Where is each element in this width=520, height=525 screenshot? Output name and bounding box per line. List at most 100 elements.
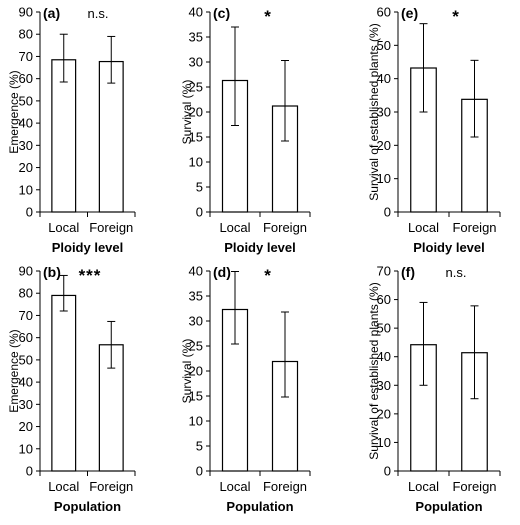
y-tick-label: 20: [19, 419, 33, 434]
panel-label: (e): [401, 5, 418, 21]
y-tick-label: 35: [189, 289, 203, 304]
y-tick-label: 20: [377, 138, 391, 153]
y-tick-label: 40: [189, 264, 203, 279]
chart-panel-e: 0 10 20 30 40 50 60 Local Foreign Ploidy level Sur…: [367, 5, 501, 255]
significance-label: *: [452, 7, 460, 26]
y-tick-label: 25: [189, 339, 203, 354]
y-tick-label: 30: [377, 105, 391, 120]
chart-panel-f: 0 10 20 30 40 50 60 70 Local Foreign Population Sur…: [367, 264, 501, 514]
x-category-label: Local: [408, 220, 439, 235]
y-tick-label: 50: [19, 352, 33, 367]
y-tick-label: 10: [377, 435, 391, 450]
x-category-label: Local: [48, 479, 79, 494]
y-tick-label: 0: [196, 205, 203, 220]
y-tick-label: 15: [189, 389, 203, 404]
y-tick-label: 5: [196, 439, 203, 454]
y-tick-label: 20: [189, 105, 203, 120]
y-tick-label: 20: [19, 160, 33, 175]
significance-label: *: [264, 266, 272, 285]
y-tick-label: 0: [196, 464, 203, 479]
chart-panel-a: 0 10 20 30 40 50 60 70 80 90 Local Foreign Ploidy le…: [7, 5, 136, 255]
y-tick-label: 10: [19, 182, 33, 197]
x-category-label: Local: [408, 479, 439, 494]
y-tick-label: 35: [189, 30, 203, 45]
x-category-label: Local: [219, 479, 250, 494]
bar-local: [51, 294, 77, 472]
y-tick-label: 10: [189, 414, 203, 429]
y-tick-label: 0: [26, 205, 33, 220]
y-tick-label: 50: [377, 321, 391, 336]
y-tick-label: 50: [377, 38, 391, 53]
y-tick-label: 5: [196, 180, 203, 195]
x-category-label: Local: [219, 220, 250, 235]
panel-label: (b): [43, 264, 61, 280]
y-tick-label: 10: [377, 171, 391, 186]
y-tick-label: 30: [19, 397, 33, 412]
panel-label: (c): [213, 5, 230, 21]
x-category-label: Foreign: [263, 220, 307, 235]
chart-panel-d: 0 5 10 15 20 25 30 35 40 Local Foreign Population Su…: [180, 264, 311, 514]
significance-label: ***: [79, 266, 102, 285]
y-tick-label: 80: [19, 27, 33, 42]
significance-label: n.s.: [446, 265, 467, 280]
y-tick-label: 20: [189, 364, 203, 379]
y-tick-label: 40: [189, 5, 203, 20]
y-tick-label: 30: [19, 138, 33, 153]
bar-foreign: [98, 60, 124, 213]
significance-label: *: [264, 7, 272, 26]
y-axis-title: Survival of established plants (%): [367, 282, 381, 459]
y-tick-label: 10: [189, 155, 203, 170]
y-tick-label: 80: [19, 286, 33, 301]
y-tick-label: 10: [19, 441, 33, 456]
y-axis-title: Survival (%): [180, 80, 194, 145]
y-tick-label: 40: [377, 71, 391, 86]
y-tick-label: 0: [26, 464, 33, 479]
y-tick-label: 40: [19, 375, 33, 390]
x-axis-title: Population: [54, 499, 121, 514]
y-axis-title: Survival of established plants (%): [367, 23, 381, 200]
y-tick-label: 60: [377, 5, 391, 20]
x-axis-title: Population: [226, 499, 293, 514]
x-category-label: Foreign: [89, 479, 133, 494]
x-axis-title: Ploidy level: [224, 240, 296, 255]
x-category-label: Foreign: [89, 220, 133, 235]
bar-local: [51, 59, 77, 213]
y-tick-label: 30: [189, 55, 203, 70]
x-category-label: Local: [48, 220, 79, 235]
x-category-label: Foreign: [452, 479, 496, 494]
significance-label: n.s.: [88, 6, 109, 21]
y-tick-label: 70: [19, 308, 33, 323]
y-tick-label: 30: [377, 378, 391, 393]
y-tick-label: 60: [19, 330, 33, 345]
y-axis-title: Emergence (%): [7, 329, 21, 412]
panel-label: (d): [213, 264, 231, 280]
y-tick-label: 70: [19, 49, 33, 64]
y-tick-label: 50: [19, 93, 33, 108]
y-axis-title: Survival (%): [180, 339, 194, 404]
x-category-label: Foreign: [452, 220, 496, 235]
y-tick-label: 70: [377, 264, 391, 279]
y-tick-label: 15: [189, 130, 203, 145]
y-tick-label: 40: [377, 349, 391, 364]
bar-foreign: [271, 105, 299, 213]
chart-panel-c: 0 5 10 15 20 25 30 35 40 Local Foreign Ploidy level…: [180, 5, 311, 255]
y-tick-label: 90: [19, 5, 33, 20]
x-axis-title: Population: [415, 499, 482, 514]
y-tick-label: 20: [377, 406, 391, 421]
chart-panel-b: 0 10 20 30 40 50 60 70 80 90 Local Foreign Populatio…: [7, 264, 136, 514]
y-tick-label: 0: [384, 464, 391, 479]
y-tick-label: 90: [19, 264, 33, 279]
y-tick-label: 60: [19, 71, 33, 86]
x-category-label: Foreign: [263, 479, 307, 494]
x-axis-title: Ploidy level: [413, 240, 485, 255]
y-tick-label: 0: [384, 205, 391, 220]
y-tick-label: 40: [19, 116, 33, 131]
y-tick-label: 25: [189, 80, 203, 95]
y-axis-title: Emergence (%): [7, 70, 21, 153]
y-tick-label: 30: [189, 314, 203, 329]
y-tick-label: 60: [377, 292, 391, 307]
panel-label: (f): [401, 264, 415, 280]
x-axis-title: Ploidy level: [52, 240, 124, 255]
panel-label: (a): [43, 5, 60, 21]
